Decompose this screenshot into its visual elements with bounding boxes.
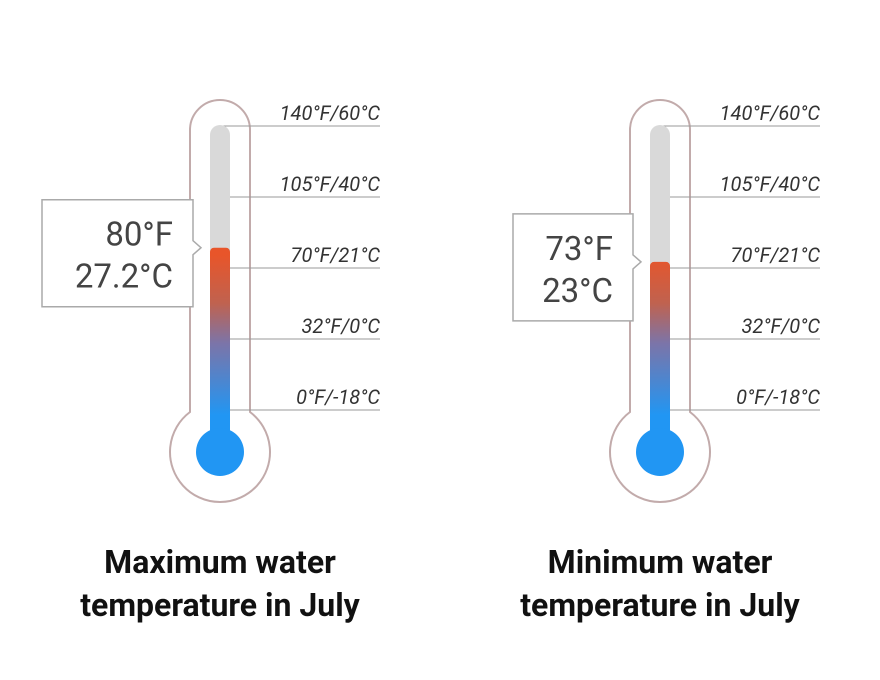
tick-label: 0°F/-18°C <box>296 385 380 409</box>
tick-label: 32°F/0°C <box>301 314 380 338</box>
callout-box <box>41 198 203 308</box>
tick-label: 140°F/60°C <box>280 101 381 125</box>
thermometer: 0°F/-18°C 32°F/0°C 70°F/21°C 105°F/40°C 140°… <box>41 99 381 624</box>
thermometer: 0°F/-18°C 32°F/0°C 70°F/21°C 105°F/40°C 140°… <box>512 99 821 624</box>
tick-label: 105°F/40°C <box>280 172 381 196</box>
tick-label: 140°F/60°C <box>720 101 821 125</box>
value-label: 27.2°C <box>75 258 173 297</box>
title: temperature in July <box>520 586 800 624</box>
value-label: 73°F <box>545 230 613 269</box>
temperature-fill <box>650 261 670 452</box>
title: Maximum water <box>104 543 336 581</box>
bulb <box>636 428 684 476</box>
tick-label: 32°F/0°C <box>741 314 820 338</box>
title: temperature in July <box>80 586 360 624</box>
tick-label: 70°F/21°C <box>291 243 381 267</box>
temperature-fill <box>210 247 230 452</box>
tick-label: 70°F/21°C <box>731 243 821 267</box>
title: Minimum water <box>548 543 773 581</box>
tick-label: 105°F/40°C <box>720 172 821 196</box>
tick-label: 0°F/-18°C <box>736 385 820 409</box>
value-label: 80°F <box>105 216 173 255</box>
callout-box <box>512 213 643 322</box>
bulb <box>196 428 244 476</box>
value-label: 23°C <box>542 272 613 311</box>
